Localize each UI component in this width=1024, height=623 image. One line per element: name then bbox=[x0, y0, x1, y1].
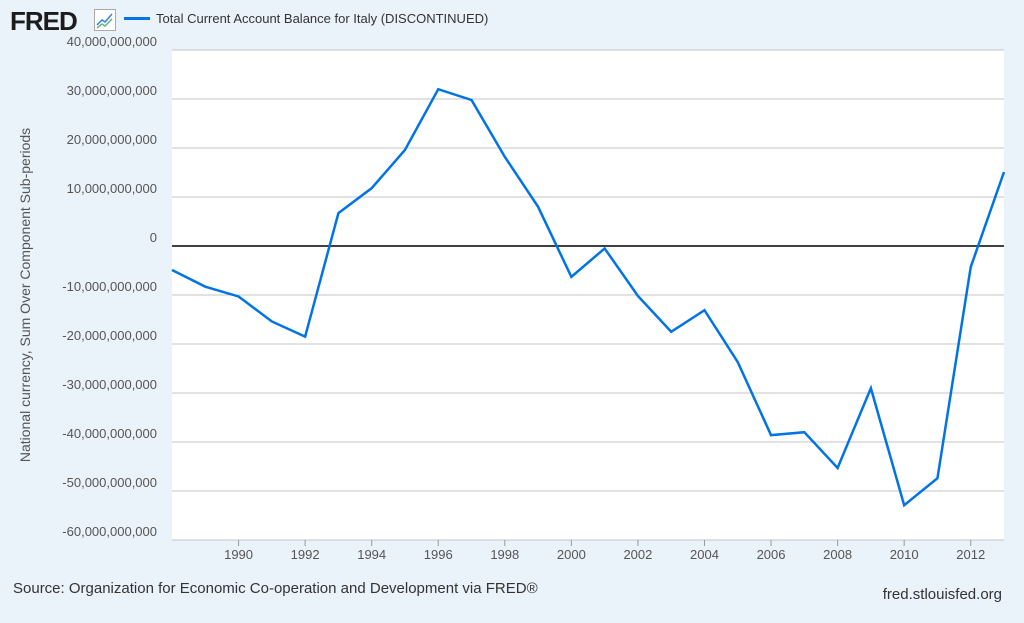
source-note: Source: Organization for Economic Co-ope… bbox=[13, 580, 538, 597]
legend-label: Total Current Account Balance for Italy … bbox=[156, 11, 489, 26]
y-tick-label: -50,000,000,000 bbox=[62, 475, 157, 490]
x-tick-label: 2008 bbox=[823, 547, 852, 562]
x-tick-label: 2010 bbox=[890, 547, 919, 562]
x-tick-label: 2006 bbox=[757, 547, 786, 562]
y-tick-label: 0 bbox=[150, 230, 157, 245]
y-tick-label: -40,000,000,000 bbox=[62, 426, 157, 441]
y-tick-label: -60,000,000,000 bbox=[62, 524, 157, 539]
x-tick-label: 1996 bbox=[424, 547, 453, 562]
y-tick-label: -20,000,000,000 bbox=[62, 328, 157, 343]
site-link[interactable]: fred.stlouisfed.org bbox=[882, 586, 1002, 603]
y-tick-label: 20,000,000,000 bbox=[67, 132, 157, 147]
x-tick-label: 1998 bbox=[490, 547, 519, 562]
x-tick-label: 1992 bbox=[291, 547, 320, 562]
y-tick-label: -30,000,000,000 bbox=[62, 377, 157, 392]
y-tick-label: 10,000,000,000 bbox=[67, 181, 157, 196]
chart-line-icon bbox=[94, 9, 116, 31]
x-tick-label: 2012 bbox=[956, 547, 985, 562]
x-tick-label: 1994 bbox=[357, 547, 386, 562]
x-tick-label: 2004 bbox=[690, 547, 719, 562]
y-axis-label: National currency, Sum Over Component Su… bbox=[17, 127, 33, 463]
y-tick-label: -10,000,000,000 bbox=[62, 279, 157, 294]
y-tick-label: 30,000,000,000 bbox=[67, 83, 157, 98]
y-tick-label: 40,000,000,000 bbox=[67, 34, 157, 49]
legend: Total Current Account Balance for Italy … bbox=[124, 11, 488, 26]
fred-logo[interactable]: FRED bbox=[10, 6, 78, 36]
x-tick-label: 1990 bbox=[224, 547, 253, 562]
x-tick-label: 2000 bbox=[557, 547, 586, 562]
legend-swatch bbox=[124, 17, 150, 20]
series-line bbox=[171, 87, 1006, 508]
x-tick-label: 2002 bbox=[623, 547, 652, 562]
